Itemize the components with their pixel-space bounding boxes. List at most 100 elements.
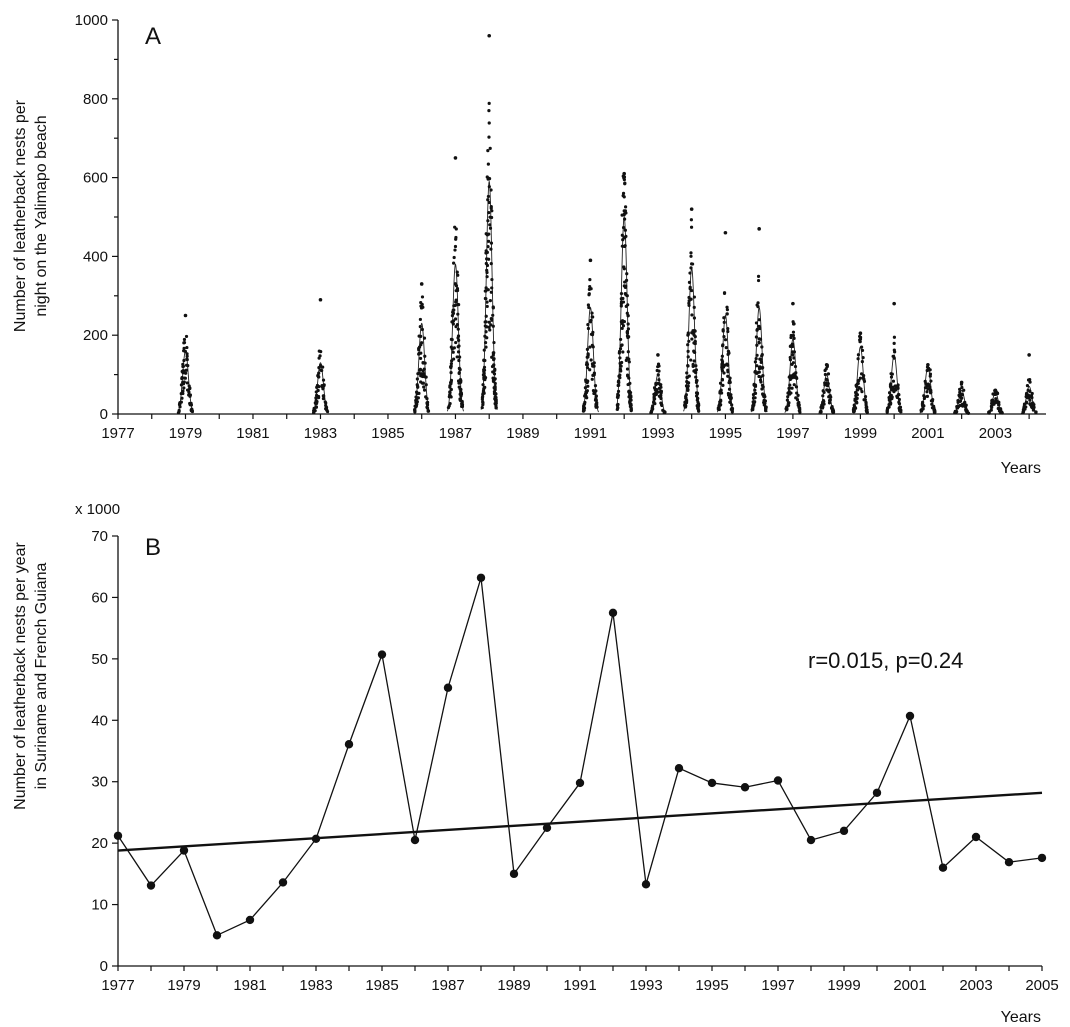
x-tick-label: 2003 [979, 425, 1012, 442]
nightly-point [459, 391, 464, 395]
nightly-point [485, 233, 489, 237]
nightly-point [452, 304, 456, 308]
nightly-point [622, 175, 627, 179]
nightly-point [688, 271, 692, 275]
nightly-point [856, 357, 860, 361]
nightly-point [756, 304, 760, 309]
nightly-point [413, 408, 417, 412]
nightly-point [179, 383, 184, 387]
panel-a-x-axis-title: Years [1001, 460, 1041, 477]
panel-b-multiplier-label: x 1000 [75, 501, 120, 518]
nightly-point [317, 385, 321, 389]
season-max-point [588, 258, 593, 263]
nightly-point [694, 364, 698, 368]
y-tick-label: 0 [100, 406, 108, 423]
nightly-point [1026, 393, 1030, 397]
nightly-point [657, 394, 662, 398]
nightly-point [961, 404, 965, 408]
nightly-point [482, 348, 486, 352]
nightly-point [488, 328, 492, 332]
panel-a-nightly-points [176, 33, 1038, 415]
nightly-point [953, 411, 957, 415]
nightly-point [414, 395, 418, 399]
nightly-point [423, 354, 427, 358]
nightly-point [416, 385, 420, 389]
nightly-point [899, 410, 903, 414]
nightly-point [889, 382, 893, 386]
nightly-point [184, 334, 189, 339]
nightly-point [785, 406, 789, 410]
nightly-point [865, 410, 869, 414]
nightly-point [853, 405, 857, 410]
nightly-point [958, 387, 962, 391]
nightly-point [656, 362, 661, 366]
data-point-2001 [905, 711, 915, 721]
nightly-point [619, 344, 623, 348]
nightly-point [760, 345, 764, 349]
nightly-point [792, 336, 796, 340]
nightly-point [494, 406, 498, 410]
nightly-point [718, 390, 722, 394]
nightly-point [451, 322, 455, 326]
x-tick-label: 1989 [506, 425, 539, 442]
nightly-point [491, 324, 495, 328]
nightly-point [761, 373, 765, 378]
nightly-point [721, 328, 725, 332]
nightly-point [590, 311, 594, 315]
nightly-point [487, 109, 491, 113]
nightly-point [483, 334, 487, 338]
nightly-point [854, 393, 858, 398]
nightly-point [720, 359, 725, 364]
nightly-point [924, 382, 928, 386]
nightly-point [860, 390, 864, 394]
nightly-point [821, 394, 825, 398]
nightly-point [586, 303, 591, 307]
data-point-1988 [476, 573, 486, 582]
y-tick-label: 400 [83, 248, 108, 265]
nightly-point [449, 345, 453, 349]
nightly-point [481, 383, 485, 387]
nightly-point [314, 405, 318, 409]
nightly-point [493, 377, 497, 381]
nightly-point [316, 388, 320, 393]
x-tick-label: 1983 [299, 977, 332, 994]
data-point-1980 [212, 931, 222, 940]
nightly-point [858, 334, 862, 339]
nightly-point [930, 399, 934, 403]
nightly-point [420, 372, 424, 376]
nightly-point [995, 399, 999, 404]
nightly-point [615, 395, 620, 399]
nightly-point [860, 360, 864, 364]
nightly-point [425, 397, 429, 401]
season-max-point [318, 297, 323, 302]
nightly-point [725, 308, 730, 312]
nightly-point [762, 395, 766, 399]
nightly-point [689, 358, 693, 362]
nightly-point [619, 337, 623, 342]
nightly-point [588, 345, 592, 349]
nightly-point [751, 406, 755, 410]
nightly-point [486, 162, 490, 166]
nightly-point [965, 409, 969, 413]
nightly-point [418, 324, 422, 329]
nightly-point [788, 358, 793, 362]
nightly-point [659, 401, 663, 405]
nightly-point [753, 400, 757, 404]
nightly-point [450, 359, 454, 363]
nightly-point [891, 388, 895, 392]
nightly-point [623, 182, 627, 186]
nightly-point [484, 251, 488, 255]
data-point-1992 [608, 608, 618, 617]
nightly-point [456, 345, 460, 349]
nightly-point [759, 380, 763, 384]
nightly-point [588, 277, 592, 282]
nightly-point [417, 371, 421, 375]
nightly-point [725, 312, 729, 316]
nightly-point [487, 135, 491, 139]
nightly-point [482, 368, 487, 372]
nightly-point [422, 385, 426, 389]
nightly-point [456, 273, 460, 277]
nightly-point [182, 386, 186, 390]
nightly-point [315, 394, 319, 398]
nightly-point [890, 395, 894, 399]
